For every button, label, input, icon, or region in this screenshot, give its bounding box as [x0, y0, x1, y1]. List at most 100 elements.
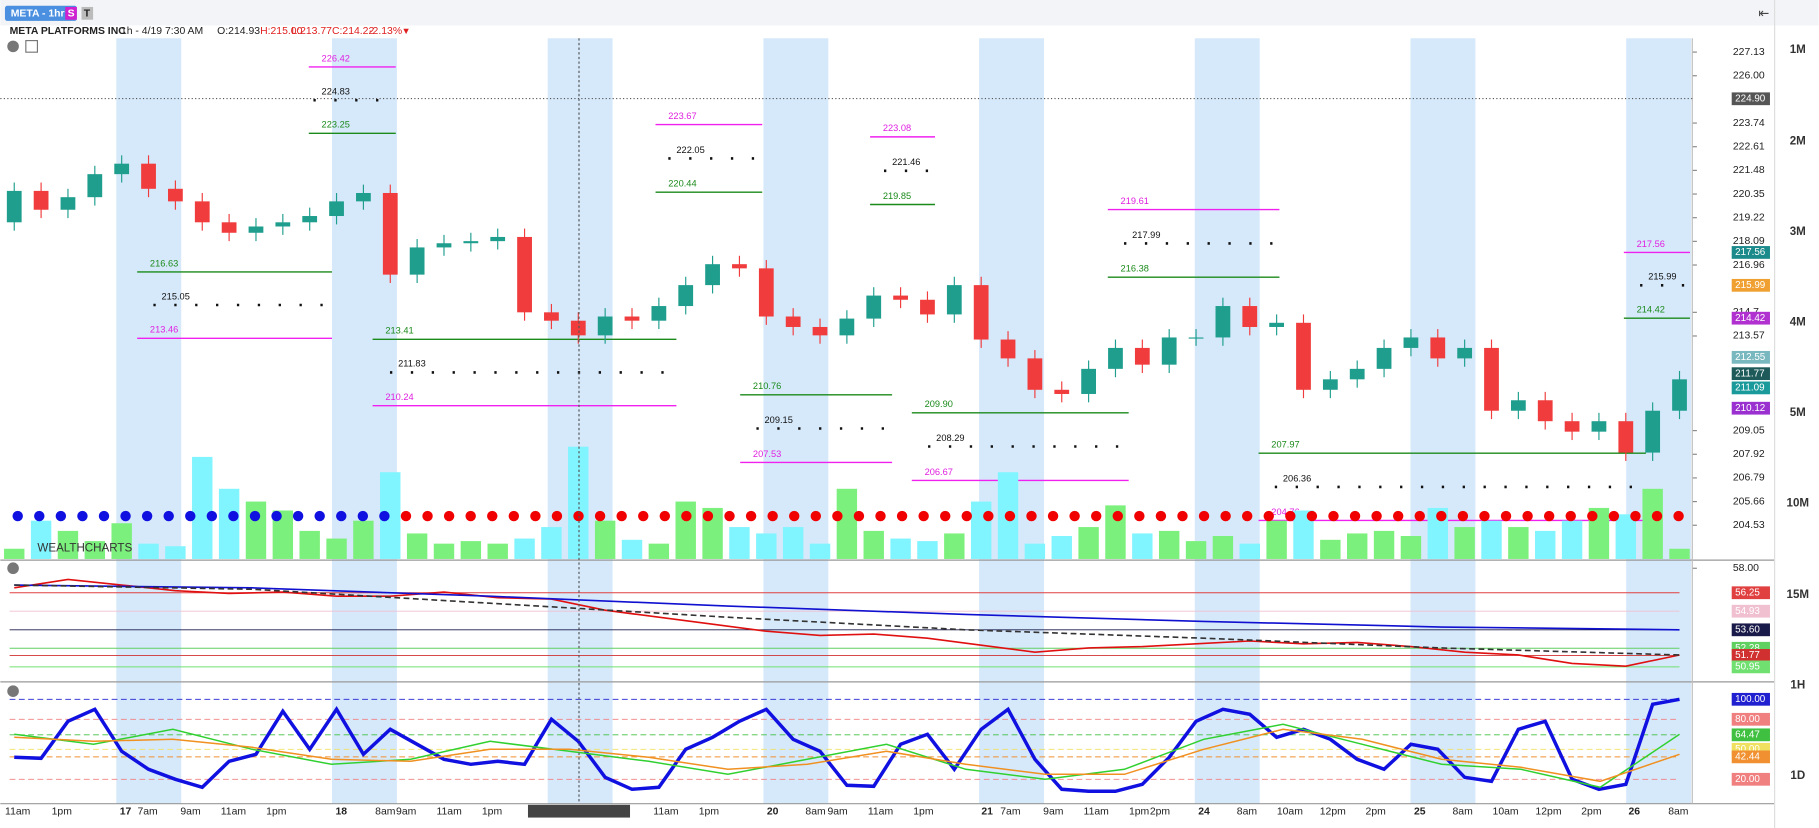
volume-bar — [890, 538, 911, 559]
volume-bar — [299, 530, 320, 559]
price-tag — [1731, 401, 1770, 415]
volume-bar — [1346, 533, 1368, 559]
signal-dot — [1349, 510, 1361, 522]
tool-icon[interactable] — [7, 562, 19, 575]
volume-bar — [1454, 527, 1475, 559]
candle-body — [1376, 347, 1392, 369]
time-label: 20 — [767, 807, 779, 818]
price-tag-label: 217.56 — [1735, 247, 1766, 258]
y-tick-label: 216.96 — [1733, 260, 1765, 271]
badge[interactable] — [65, 6, 77, 20]
timeframe-button[interactable]: 4M — [1790, 316, 1806, 328]
time-label: 7am — [137, 807, 157, 818]
collapse-icon[interactable]: ⇤ — [1758, 5, 1769, 20]
time-label: 10am — [1277, 807, 1303, 818]
level-label: 207.53 — [753, 449, 781, 459]
signal-dot — [1155, 510, 1167, 522]
badge[interactable] — [81, 6, 94, 20]
signal-dot — [983, 510, 994, 522]
timeframe-button[interactable]: 2M — [1790, 136, 1806, 148]
volume-bar — [1266, 520, 1287, 559]
add-icon[interactable] — [25, 40, 39, 53]
symbol-tab[interactable] — [4, 5, 77, 21]
session-band — [979, 38, 1045, 804]
signal-dot — [357, 510, 369, 522]
candle-body — [33, 190, 49, 210]
volume-bar — [1051, 535, 1072, 559]
time-label: 9am — [827, 807, 847, 818]
change: -2.13% — [369, 26, 402, 37]
candle-body — [1000, 339, 1016, 359]
volume-bar — [648, 543, 670, 559]
candle-body — [194, 201, 210, 223]
timeframe-button[interactable]: 1H — [1790, 679, 1805, 691]
tool-icon[interactable] — [7, 40, 19, 53]
indicator-line — [14, 578, 1680, 667]
time-label: 11am — [653, 807, 678, 818]
time-label: 21 — [981, 807, 993, 818]
timeframe-button[interactable]: 1M — [1790, 44, 1806, 56]
time-label: 18 — [335, 807, 347, 818]
y-tick-label: 206.79 — [1733, 473, 1765, 484]
volume-bar — [380, 472, 401, 559]
volume-bar — [1320, 539, 1341, 559]
volume-bar — [756, 533, 777, 559]
low: L:213.77 — [291, 26, 332, 37]
tool-icon[interactable] — [7, 685, 19, 697]
session-band — [547, 38, 613, 804]
session-bands — [116, 38, 1692, 804]
timeframe-button[interactable]: 3M — [1790, 226, 1806, 238]
plot-layer: 227.13 226.00 223.74 222.61 221.48 220.35 219.… — [4, 44, 1809, 818]
price-tag-label: 42.44 — [1735, 751, 1760, 762]
candle-body — [329, 201, 344, 217]
y-tick-label: 223.74 — [1733, 118, 1765, 129]
timeframe-button[interactable]: 10M — [1787, 497, 1810, 509]
candle-body — [382, 192, 398, 275]
candle-body — [1322, 379, 1338, 390]
volume-bar — [433, 543, 455, 559]
signal-dot — [810, 510, 822, 522]
price-tag-label: 53.60 — [1735, 624, 1760, 635]
candle-body — [1510, 400, 1526, 411]
signal-dot — [1328, 510, 1339, 522]
volume-bar — [1132, 533, 1153, 559]
signal-dot — [185, 510, 196, 522]
level-label: 216.63 — [150, 258, 178, 268]
y-tick-label: 213.57 — [1733, 331, 1765, 342]
signal-dot — [1134, 510, 1145, 522]
signal-dot — [1479, 510, 1490, 522]
level-label: 208.29 — [936, 433, 964, 443]
candle-body — [356, 192, 371, 202]
level-label: 204.76 — [1271, 507, 1299, 517]
candle-body — [1108, 347, 1123, 369]
volume-bar — [353, 520, 374, 559]
candle-body — [732, 264, 747, 269]
volume-bar — [1239, 543, 1260, 559]
volume-bar — [406, 533, 428, 559]
candle-body — [893, 295, 908, 300]
volume-bar — [245, 501, 267, 559]
signal-dot — [1306, 510, 1318, 522]
volume-bar — [568, 446, 589, 559]
price-tag-label: 80.00 — [1735, 714, 1760, 725]
signal-dot — [875, 510, 886, 522]
volume-bar — [1293, 510, 1314, 559]
timeframe-button[interactable]: 1D — [1790, 770, 1805, 782]
timeframe-button[interactable]: 5M — [1790, 407, 1806, 419]
signal-dot — [271, 510, 282, 522]
time-label: 17 — [120, 807, 132, 818]
volume-bar — [326, 538, 347, 559]
timeframe-button[interactable]: 15M — [1787, 589, 1810, 601]
signal-dot — [443, 510, 455, 522]
price-tag — [1731, 278, 1770, 292]
candle-body — [87, 174, 103, 198]
price-tag — [1731, 350, 1770, 364]
time-label: 1pm — [913, 807, 933, 818]
time-label: 8am — [1237, 807, 1257, 818]
time-label: 9am — [180, 807, 200, 818]
signal-dot — [1673, 510, 1684, 522]
price-tag-label: 211.09 — [1735, 383, 1765, 394]
symbol: META - 1hr — [11, 9, 65, 20]
y-tick-label: 222.61 — [1733, 141, 1765, 152]
